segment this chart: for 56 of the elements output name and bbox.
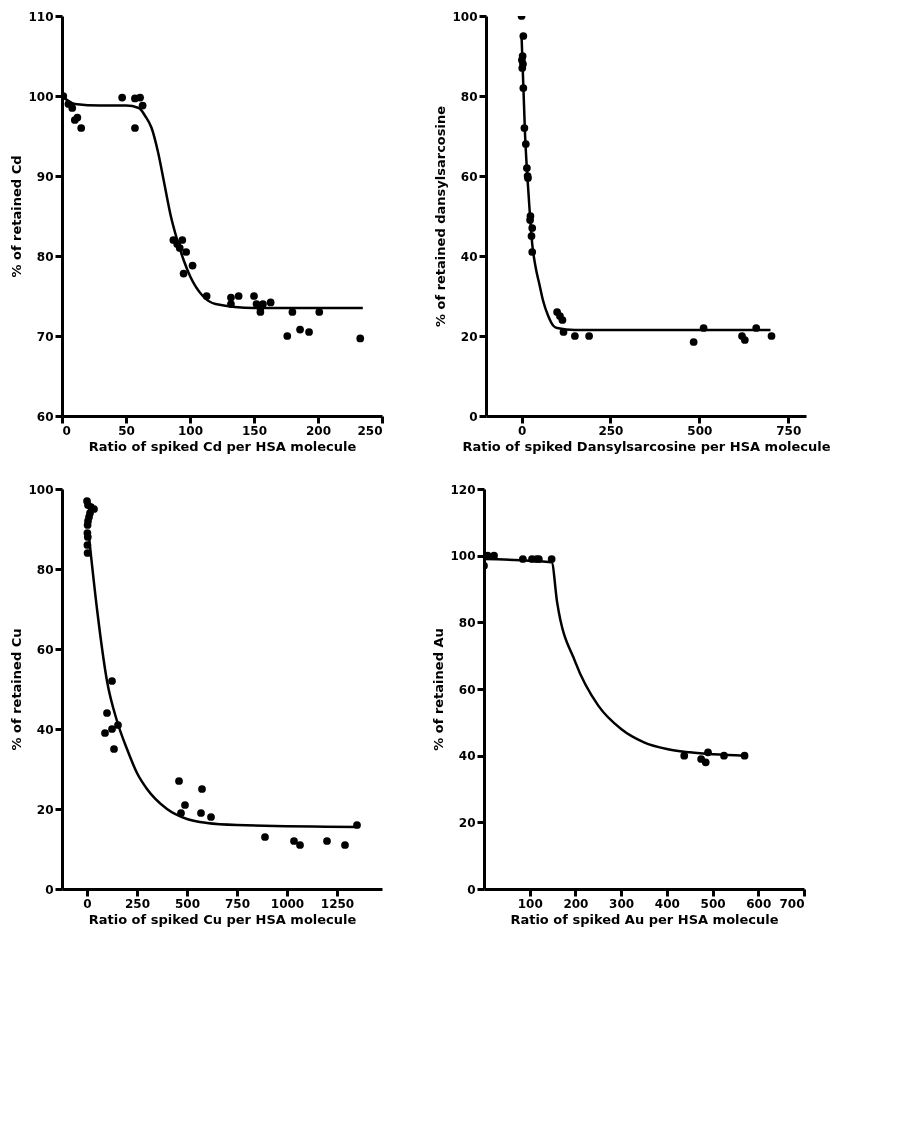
- y-tick-label: 60: [460, 169, 478, 184]
- x-tick-label: 500: [700, 896, 726, 911]
- y-tick-label: 0: [469, 409, 478, 424]
- x-tick-label: 100: [177, 423, 204, 438]
- x-tick-label: 250: [598, 423, 624, 438]
- x-tick-label: 200: [305, 423, 332, 438]
- x-tick-label: 500: [174, 896, 201, 911]
- x-tick-label: 1250: [320, 896, 355, 911]
- x-axis-title: Ratio of spiked Dansylsarcosine per HSA molecule: [462, 438, 831, 454]
- x-tick-label: 1000: [270, 896, 305, 911]
- y-tick-label: 20: [460, 329, 478, 344]
- x-tick-label: 400: [654, 896, 680, 911]
- x-tick-label: 0: [62, 423, 71, 438]
- x-tick-label: 250: [124, 896, 151, 911]
- y-tick-label: 80: [36, 249, 54, 264]
- x-tick-label: 250: [357, 423, 383, 438]
- y-tick-label: 40: [36, 722, 54, 737]
- y-tick-label: 20: [36, 802, 54, 817]
- x-tick-label: 750: [776, 423, 802, 438]
- x-tick-label: 200: [563, 896, 589, 911]
- x-tick-label: 750: [224, 896, 251, 911]
- x-axis-title: Ratio of spiked Au per HSA molecule: [510, 911, 779, 927]
- x-tick-label: 150: [241, 423, 268, 438]
- y-tick-label: 40: [458, 749, 476, 764]
- y-tick-label: 60: [36, 642, 54, 657]
- y-tick-label: 100: [28, 482, 54, 497]
- x-tick-label: 500: [687, 423, 713, 438]
- y-axis-title: % of retained Au: [431, 628, 447, 751]
- x-axis-title: Ratio of spiked Cd per HSA molecule: [88, 438, 357, 454]
- x-tick-label: 700: [779, 896, 805, 911]
- x-tick-label: 0: [517, 423, 527, 438]
- x-tick-label: 100: [517, 896, 543, 911]
- y-tick-label: 80: [460, 89, 478, 104]
- y-tick-label: 100: [450, 549, 476, 564]
- y-tick-label: 80: [36, 562, 54, 577]
- x-tick-label: 600: [746, 896, 772, 911]
- y-tick-label: 40: [460, 249, 478, 264]
- x-tick-label: 0: [83, 896, 92, 911]
- y-tick-label: 0: [45, 882, 54, 897]
- y-tick-label: 100: [452, 9, 478, 24]
- y-tick-label: 60: [36, 409, 54, 424]
- x-axis-title: Ratio of spiked Cu per HSA molecule: [88, 911, 357, 927]
- y-tick-label: 70: [36, 329, 54, 344]
- y-tick-label: 110: [28, 9, 54, 24]
- y-tick-label: 120: [450, 482, 476, 497]
- y-tick-label: 60: [458, 682, 476, 697]
- y-axis-title: % of retained Cu: [9, 628, 25, 751]
- y-tick-label: 20: [458, 815, 476, 830]
- y-axis-title: % of retained Cd: [9, 155, 25, 278]
- y-tick-label: 0: [467, 882, 476, 897]
- y-tick-label: 100: [28, 89, 54, 104]
- x-tick-label: 50: [118, 423, 135, 438]
- x-tick-label: 300: [609, 896, 635, 911]
- y-axis-title: % of retained dansylsarcosine: [433, 105, 449, 328]
- y-tick-label: 90: [36, 169, 54, 184]
- y-tick-label: 80: [458, 615, 476, 630]
